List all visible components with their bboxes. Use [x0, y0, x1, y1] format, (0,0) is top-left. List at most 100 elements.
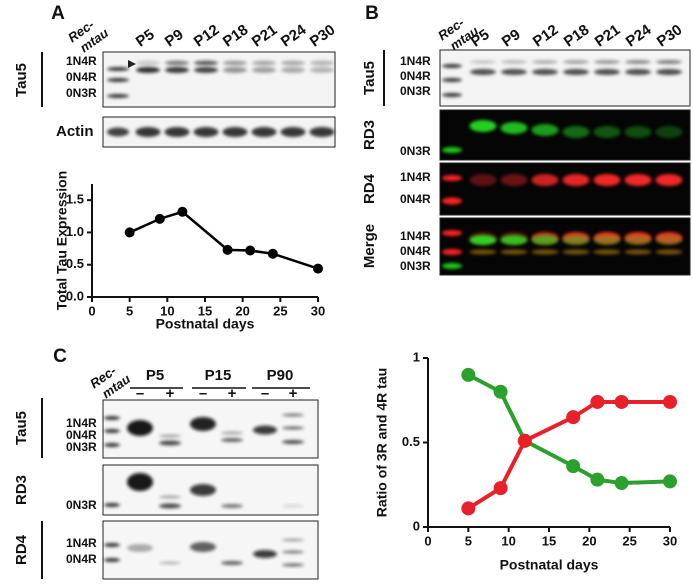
row-label: Actin [56, 123, 94, 140]
band [282, 550, 304, 554]
band [222, 127, 248, 137]
band [656, 60, 682, 64]
blot [102, 51, 336, 108]
band [127, 473, 153, 491]
band-label: 0N3R [66, 440, 97, 454]
band [159, 434, 181, 438]
band [159, 440, 181, 446]
y-tick-label: 1 [413, 349, 420, 364]
band [252, 67, 276, 73]
band [532, 60, 558, 64]
band [531, 249, 559, 255]
lane-label: P5 [133, 26, 158, 50]
band [562, 249, 590, 255]
band [221, 431, 243, 435]
band [281, 67, 305, 73]
band [104, 416, 120, 420]
lane-label: P12 [191, 21, 223, 50]
band [531, 174, 559, 186]
band-label: 1N4R [66, 416, 97, 430]
y-axis-label: Ratio of 3R and 4R tau [374, 368, 390, 517]
treatment-label: + [289, 385, 298, 402]
band [282, 563, 304, 567]
band [253, 425, 277, 435]
band [107, 67, 129, 71]
band [107, 127, 129, 137]
band [500, 249, 528, 255]
band [469, 249, 497, 255]
data-point [614, 476, 629, 491]
band [655, 235, 683, 245]
band [562, 235, 590, 245]
band [442, 93, 462, 97]
band [593, 126, 621, 138]
band [594, 60, 620, 64]
data-point [566, 459, 581, 474]
band [594, 69, 620, 75]
row-label: RD4 [13, 534, 30, 565]
data-point [245, 245, 256, 256]
x-tick-label: 25 [622, 533, 636, 548]
lane-label: P21 [592, 21, 624, 50]
band [624, 235, 652, 245]
band [625, 60, 651, 64]
row-label: Tau5 [13, 63, 30, 97]
band [593, 235, 621, 245]
y-tick-label: 0.5 [66, 256, 84, 271]
data-point [590, 394, 605, 409]
band [282, 440, 304, 444]
band-label: 0N4R [400, 244, 431, 258]
data-point [222, 244, 233, 255]
band [310, 60, 334, 66]
band [104, 558, 120, 562]
lane-label: P24 [623, 21, 655, 51]
x-tick-label: 20 [582, 533, 596, 548]
band [310, 67, 334, 73]
x-tick-label: 30 [311, 303, 325, 318]
band [563, 60, 589, 64]
band [531, 235, 559, 245]
data-point [590, 472, 605, 487]
row-label: Tau5 [13, 411, 30, 445]
band [442, 64, 462, 68]
band [159, 561, 181, 565]
x-tick-label: 30 [663, 533, 677, 548]
band-label: 0N3R [400, 144, 431, 158]
band [469, 120, 497, 132]
data-point [663, 474, 677, 489]
band [625, 69, 651, 75]
row-label: RD4 [361, 173, 378, 204]
band [655, 249, 683, 255]
x-tick-label: 0 [424, 533, 431, 548]
band [194, 60, 218, 66]
panel-label: C [53, 346, 67, 367]
band [469, 235, 497, 245]
data-point [493, 481, 508, 496]
band [135, 127, 161, 137]
lane-label: P30 [307, 21, 339, 50]
band [190, 542, 216, 552]
band [282, 426, 304, 430]
band [532, 69, 558, 75]
band [159, 503, 181, 509]
band [194, 67, 218, 73]
lane-label: P18 [561, 21, 593, 50]
band [281, 60, 305, 66]
blot [439, 217, 691, 276]
y-tick-label: 0.5 [402, 434, 420, 449]
band [442, 175, 462, 181]
data-point [461, 367, 476, 382]
band-label: 0N3R [400, 259, 431, 273]
band-label: 1N4R [66, 536, 97, 550]
band [104, 543, 120, 547]
row-label: Merge [361, 224, 378, 268]
band [252, 60, 276, 66]
band [309, 127, 335, 137]
band [501, 69, 527, 75]
band [127, 420, 153, 436]
band [624, 249, 652, 255]
band [563, 69, 589, 75]
band [159, 495, 181, 499]
band [562, 126, 590, 138]
treatment-label: – [261, 385, 269, 402]
